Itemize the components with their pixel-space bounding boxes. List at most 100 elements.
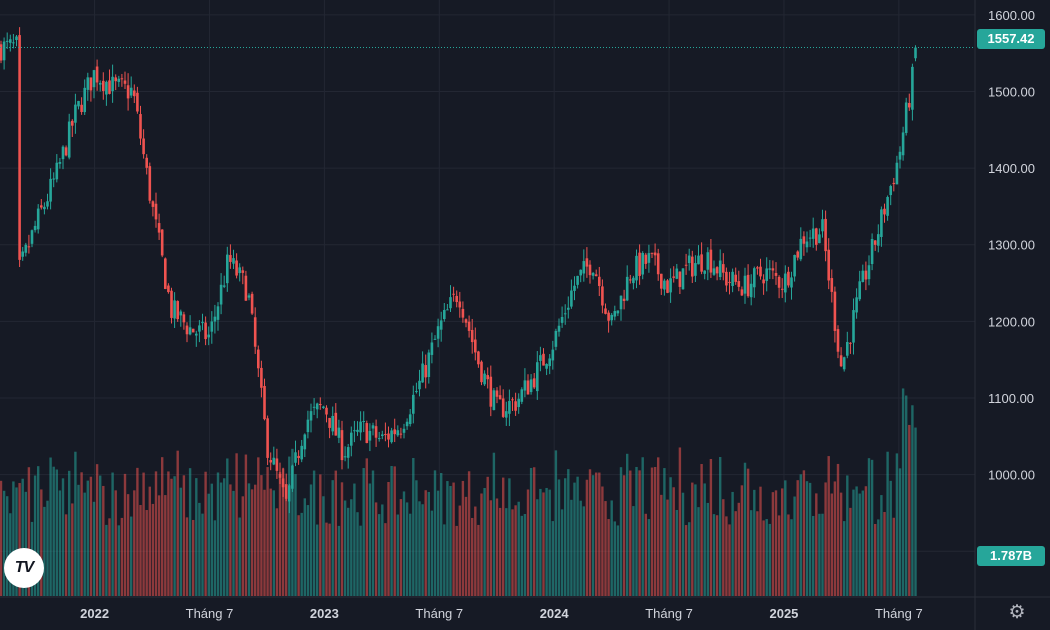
- volume-bar: [384, 523, 387, 596]
- volume-bar: [40, 489, 43, 596]
- volume-bar: [334, 470, 337, 596]
- volume-bar: [495, 498, 499, 596]
- candle-body: [824, 218, 827, 252]
- candle-body: [725, 271, 728, 286]
- candle-body: [855, 297, 858, 313]
- volume-bar: [427, 491, 430, 596]
- candle-body: [818, 234, 821, 244]
- volume-bar: [238, 517, 241, 596]
- volume-bar: [638, 470, 641, 596]
- volume-bar: [139, 505, 142, 596]
- volume-bar: [867, 458, 871, 596]
- volume-bar: [291, 448, 294, 596]
- volume-bar: [508, 478, 511, 596]
- volume-bar: [210, 483, 213, 596]
- candle-body: [749, 283, 753, 298]
- candle-body: [359, 421, 362, 433]
- volume-bar: [18, 483, 21, 596]
- volume-bar: [415, 480, 418, 596]
- candle-body: [198, 325, 201, 332]
- candle-body: [40, 205, 43, 208]
- candle-body: [415, 391, 418, 393]
- volume-bar: [409, 513, 412, 596]
- candle-body: [601, 286, 604, 306]
- volume-bar: [21, 478, 24, 596]
- volume-bar: [294, 474, 297, 596]
- candle-body: [92, 70, 96, 88]
- candle-body: [67, 121, 71, 158]
- volume-bar: [27, 467, 31, 596]
- candle-body: [390, 430, 393, 443]
- volume-bar: [502, 477, 505, 596]
- volume-bar: [412, 458, 415, 596]
- candle-body: [288, 485, 291, 502]
- volume-bar: [378, 514, 381, 596]
- volume-bar: [322, 496, 325, 596]
- candle-body: [557, 325, 561, 332]
- volume-bar: [182, 475, 186, 596]
- candle-body: [570, 290, 573, 307]
- candle-body: [576, 275, 579, 285]
- candle-body: [263, 385, 266, 420]
- volume-bar: [855, 486, 858, 596]
- candle-body: [235, 260, 238, 276]
- volume-bar: [818, 513, 821, 596]
- candle-body: [697, 255, 700, 265]
- tradingview-logo-icon[interactable]: TV: [4, 548, 44, 588]
- candle-body: [836, 329, 840, 352]
- candle-body: [284, 484, 288, 499]
- candle-body: [303, 434, 307, 450]
- candle-body: [43, 206, 46, 210]
- candle-body: [452, 293, 455, 295]
- candle-body: [244, 275, 248, 301]
- volume-bar: [560, 509, 564, 596]
- volume-bar: [108, 518, 111, 596]
- candle-body: [151, 201, 155, 207]
- candle-body: [126, 85, 130, 99]
- candle-body: [548, 358, 551, 367]
- candle-body: [908, 102, 911, 108]
- volume-bar: [898, 468, 902, 596]
- volume-bar: [827, 456, 830, 596]
- volume-bar: [626, 453, 629, 596]
- candle-body: [164, 258, 167, 289]
- candle-body: [105, 81, 108, 95]
- volume-bar: [102, 485, 105, 596]
- candle-body: [247, 295, 251, 298]
- volume-bar: [303, 498, 306, 596]
- candle-body: [319, 404, 322, 406]
- volume-bar: [424, 490, 427, 596]
- volume-bar: [443, 524, 446, 596]
- candle-body: [793, 255, 796, 277]
- volume-bar: [808, 482, 812, 596]
- volume-bar: [725, 516, 728, 596]
- candle-body: [83, 87, 86, 113]
- volume-bar: [660, 494, 663, 596]
- volume-bar: [883, 512, 886, 596]
- volume-bar: [226, 458, 229, 596]
- settings-icon[interactable]: ⚙: [1008, 602, 1026, 623]
- candle-body: [591, 272, 595, 276]
- volume-bar: [173, 476, 176, 596]
- candle-body: [691, 256, 694, 277]
- volume-bar: [229, 484, 232, 596]
- volume-bar: [771, 492, 775, 596]
- volume-bar: [657, 457, 660, 596]
- volume-bar: [734, 511, 737, 596]
- volume-bar: [833, 481, 837, 596]
- candle-body: [511, 399, 514, 401]
- volume-bar: [300, 512, 303, 596]
- volume-bar: [15, 487, 18, 596]
- volume-bar: [471, 517, 474, 596]
- candle-body: [650, 252, 654, 254]
- y-axis-tick-label: 1100.00: [988, 391, 1034, 406]
- volume-bar: [774, 490, 778, 596]
- candle-body: [746, 274, 750, 297]
- candle-body: [656, 253, 660, 275]
- candle-body: [24, 244, 28, 253]
- volume-bar: [812, 515, 815, 596]
- candle-body: [219, 284, 223, 305]
- volume-bar: [58, 490, 62, 596]
